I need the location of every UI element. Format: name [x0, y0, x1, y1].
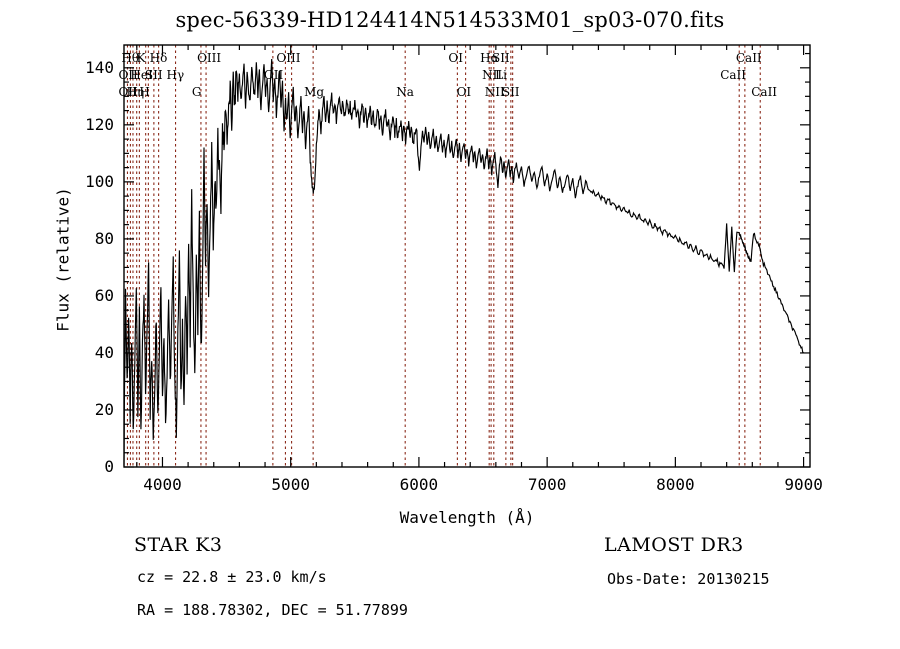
object-class-label: STAR K3 — [134, 534, 223, 556]
marker-lines-group — [126, 45, 761, 467]
plot-border — [123, 44, 811, 468]
spectral-line-label: OII — [263, 68, 284, 82]
spectral-line-label: CaII — [720, 68, 747, 82]
x-axis-title: Wavelength (Å) — [399, 508, 535, 527]
x-tick-label: 8000 — [656, 475, 695, 494]
spectral-line-label: Mg — [304, 85, 325, 99]
spectral-line-label: NII — [482, 68, 503, 82]
y-tick-label: 120 — [85, 114, 114, 134]
survey-label: LAMOST DR3 — [604, 534, 744, 556]
spectral-line-label: Hα — [480, 51, 499, 65]
spectral-line-label: Hδ — [149, 51, 168, 65]
x-tick-label: 6000 — [399, 475, 439, 494]
spectral-line-label: Hγ — [166, 68, 185, 82]
observation-date-label: Obs-Date: 20130215 — [607, 570, 770, 588]
spectral-line-label: CaII — [735, 51, 762, 65]
spectral-line-label: OII — [118, 85, 138, 99]
coordinates-label: RA = 188.78302, DEC = 51.77899 — [137, 601, 408, 619]
spectral-line-label: SII — [491, 51, 510, 65]
redshift-velocity-label: cz = 22.8 ± 23.0 km/s — [137, 568, 327, 586]
x-tick-label: 4000 — [143, 475, 182, 494]
x-tick-label: 9000 — [784, 475, 823, 494]
spectral-line-label: Na — [396, 85, 414, 99]
flux-series-line — [123, 58, 804, 466]
spectral-line-label: SII — [501, 85, 520, 99]
y-tick-label: 40 — [94, 342, 114, 362]
y-tick-label: 100 — [85, 171, 114, 191]
x-tick-label: 7000 — [527, 475, 567, 494]
y-axis-title: Flux (relative) — [53, 187, 73, 332]
plot-frame — [123, 44, 811, 468]
y-tick-label: 0 — [104, 457, 114, 476]
spectrum-curve — [123, 58, 804, 466]
spectral-line-label: Hη — [126, 85, 145, 99]
spectral-line-label: CaII — [751, 85, 778, 99]
y-tick-label: 80 — [94, 228, 114, 248]
spectral-line-label: Li — [495, 68, 507, 82]
spectral-line-label: K — [136, 51, 146, 65]
spectral-line-label: SII — [144, 68, 163, 82]
spectral-line-label: OIII — [197, 51, 222, 65]
spectral-line-label: OII — [118, 68, 138, 82]
x-tick-label: 5000 — [271, 475, 310, 494]
spectral-line-label: Hθ — [121, 51, 140, 65]
spectral-line-label: G — [191, 85, 202, 99]
spectral-line-label: OI — [448, 51, 463, 65]
page-title: spec-56339-HD124414N514533M01_sp03-070.f… — [175, 8, 725, 32]
spectral-line-label: HeI — [130, 68, 153, 82]
y-tick-label: 20 — [94, 399, 114, 419]
spectral-line-label: H — [139, 85, 150, 99]
spectral-line-label: NII — [484, 85, 505, 99]
axis-ticks — [124, 45, 810, 468]
spectral-line-label: OI — [456, 85, 472, 99]
y-tick-label: 140 — [85, 57, 114, 77]
spectral-line-label: OIII — [276, 51, 301, 65]
y-tick-label: 60 — [94, 285, 114, 305]
